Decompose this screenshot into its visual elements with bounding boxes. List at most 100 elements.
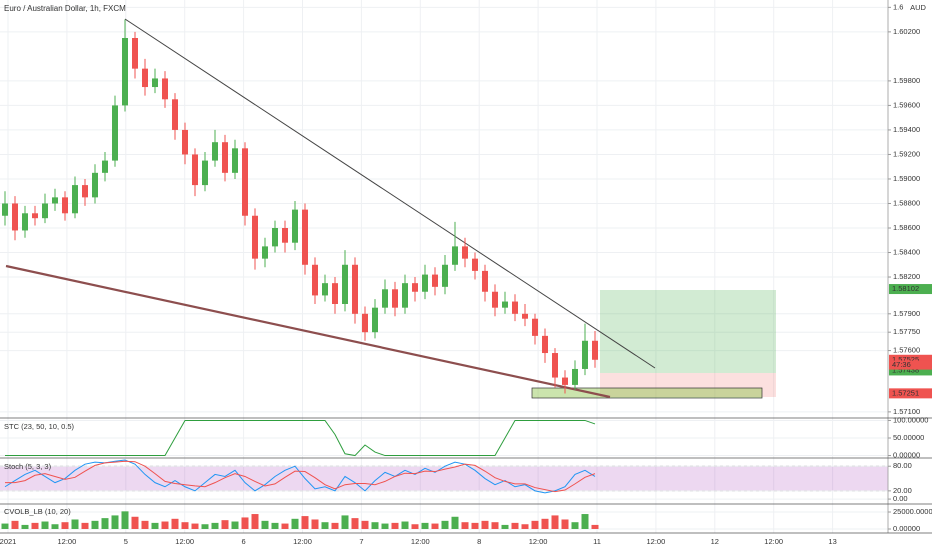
candle-body <box>42 203 48 219</box>
volume-bar <box>11 520 19 529</box>
price-label-box <box>889 354 932 365</box>
candle-body <box>452 246 458 265</box>
candle-body <box>412 283 418 292</box>
candle-body <box>162 78 168 100</box>
y-tick-label: 1.59000 <box>893 174 920 183</box>
candle-body <box>572 368 578 385</box>
candle-body <box>582 340 588 369</box>
candle-body <box>592 340 598 360</box>
volume-bar <box>591 524 599 529</box>
indicator-title: Stoch (5, 3, 3) <box>4 462 52 471</box>
price-label: 1.58102 <box>892 284 919 293</box>
candle-body <box>262 246 268 259</box>
marks <box>1 19 599 529</box>
x-tick-label: 12:00 <box>293 537 312 546</box>
candle-body <box>172 99 178 130</box>
volume-bar <box>81 522 89 529</box>
x-tick-label: 12:00 <box>175 537 194 546</box>
volume-bar <box>251 514 259 529</box>
candle-body <box>312 264 318 296</box>
candle-body <box>122 38 128 106</box>
y-tick-label: 1.59200 <box>893 149 920 158</box>
volume-bar <box>151 522 159 529</box>
x-tick-label: 7 <box>359 537 363 546</box>
volume-bar <box>471 522 479 529</box>
candle-body <box>322 283 328 296</box>
candle-body <box>22 213 28 231</box>
candle-body <box>142 68 148 88</box>
candle-body <box>512 301 518 314</box>
volume-bar <box>571 522 579 529</box>
volume-bar <box>141 520 149 529</box>
volume-bar <box>261 520 269 529</box>
volume-bar <box>431 523 439 529</box>
chart-title: Euro / Australian Dollar, 1h, FXCM <box>4 4 126 13</box>
x-tick-label: 2021 <box>0 537 16 546</box>
volume-bar <box>121 511 129 529</box>
y-tick-label: 100.00000 <box>893 415 928 424</box>
y-tick-label: 25000.00000 <box>893 507 932 516</box>
volume-bar <box>371 522 379 529</box>
y-tick-label: 1.57900 <box>893 309 920 318</box>
indicator-title: CVOLB_LB (10, 20) <box>4 507 71 516</box>
volume-bar <box>491 522 499 529</box>
candle-body <box>392 289 398 308</box>
volume-bar <box>291 518 299 529</box>
volume-bar <box>351 518 359 529</box>
candle-body <box>192 154 198 186</box>
candle-body <box>542 335 548 354</box>
price-label-box <box>889 284 932 295</box>
volume-bar <box>361 520 369 529</box>
y-tick-label: 1.59800 <box>893 76 920 85</box>
volume-bar <box>321 522 329 529</box>
candle-body <box>62 197 68 214</box>
currency-label: AUD <box>910 3 926 12</box>
volume-bar <box>191 523 199 529</box>
volume-bar <box>441 520 449 529</box>
y-tick-label: 1.59400 <box>893 125 920 134</box>
x-tick-label: 13 <box>828 537 836 546</box>
candle-body <box>52 197 58 204</box>
volume-bar <box>331 522 339 529</box>
candle-body <box>132 38 138 69</box>
volume-bar <box>71 519 79 529</box>
candle-body <box>372 307 378 333</box>
volume-bar <box>501 524 509 529</box>
profit-zone <box>600 290 776 373</box>
candle-body <box>302 209 308 265</box>
volume-bar <box>161 521 169 529</box>
candle-body <box>252 215 258 259</box>
volume-bar <box>201 524 209 529</box>
countdown: 47:36 <box>892 360 911 369</box>
indicator-line <box>5 460 596 493</box>
candle-body <box>112 105 118 161</box>
candle-body <box>482 270 488 292</box>
volume-bar <box>421 522 429 529</box>
candle-body <box>232 148 238 173</box>
volume-bar <box>61 522 69 529</box>
indicator-title: STC (23, 50, 10, 0.5) <box>4 422 75 431</box>
candle-body <box>522 313 528 319</box>
y-tick-label: 1.6 <box>893 2 903 11</box>
volume-bar <box>171 518 179 529</box>
candle-body <box>332 283 338 304</box>
volume-bar <box>131 516 139 529</box>
volume-bar <box>581 514 589 529</box>
candle-body <box>382 289 388 308</box>
volume-bar <box>511 522 519 529</box>
x-tick-label: 12:00 <box>58 537 77 546</box>
countdown-box <box>889 360 932 370</box>
candle-body <box>152 78 158 88</box>
candle-body <box>552 353 558 378</box>
x-tick-label: 12:00 <box>529 537 548 546</box>
volume-bar <box>531 520 539 529</box>
x-tick-label: 12:00 <box>411 537 430 546</box>
candle-body <box>342 264 348 304</box>
volume-bar <box>241 517 249 529</box>
candle-body <box>352 264 358 314</box>
volume-bar <box>101 518 109 529</box>
volume-bar <box>111 515 119 529</box>
indicator-line <box>4 459 596 494</box>
